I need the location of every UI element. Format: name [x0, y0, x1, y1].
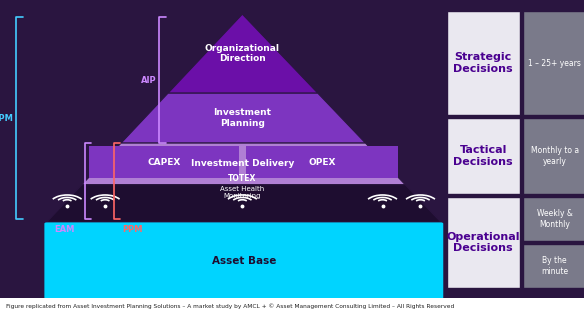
Text: Weekly &
Monthly: Weekly & Monthly — [537, 209, 573, 229]
Polygon shape — [89, 146, 239, 178]
Text: APM: APM — [0, 114, 13, 123]
Text: Investment
Planning: Investment Planning — [213, 108, 272, 128]
FancyBboxPatch shape — [0, 298, 584, 315]
Text: OPEX: OPEX — [308, 158, 336, 167]
Polygon shape — [246, 146, 398, 178]
Polygon shape — [82, 143, 405, 185]
Text: Tactical
Decisions: Tactical Decisions — [453, 145, 513, 167]
Text: CAPEX: CAPEX — [147, 158, 180, 167]
FancyBboxPatch shape — [447, 197, 520, 288]
Text: Investment Delivery: Investment Delivery — [190, 159, 294, 168]
FancyBboxPatch shape — [523, 118, 584, 194]
Text: AIP: AIP — [141, 76, 157, 85]
FancyBboxPatch shape — [523, 11, 584, 115]
FancyBboxPatch shape — [523, 244, 584, 288]
FancyBboxPatch shape — [447, 11, 520, 115]
FancyBboxPatch shape — [44, 222, 443, 299]
Text: 1 – 25+ years: 1 – 25+ years — [529, 59, 581, 67]
Text: Figure replicated from Asset Investment Planning Solutions – A market study by A: Figure replicated from Asset Investment … — [6, 304, 454, 309]
Text: Asset Health
Monitoring: Asset Health Monitoring — [220, 186, 265, 199]
Polygon shape — [121, 93, 366, 143]
FancyBboxPatch shape — [447, 118, 520, 194]
Text: Organizational
Direction: Organizational Direction — [205, 44, 280, 63]
Text: Asset Base: Asset Base — [211, 256, 276, 266]
FancyBboxPatch shape — [523, 197, 584, 241]
Text: TOTEX: TOTEX — [228, 175, 256, 183]
Text: Operational
Decisions: Operational Decisions — [447, 232, 520, 253]
Text: PPM: PPM — [123, 225, 143, 234]
Text: Monthly to a
yearly: Monthly to a yearly — [531, 146, 579, 166]
Text: EAM: EAM — [55, 225, 75, 234]
Polygon shape — [47, 185, 441, 222]
Polygon shape — [168, 14, 318, 93]
Text: Strategic
Decisions: Strategic Decisions — [453, 52, 513, 74]
Text: By the
minute: By the minute — [541, 256, 568, 276]
